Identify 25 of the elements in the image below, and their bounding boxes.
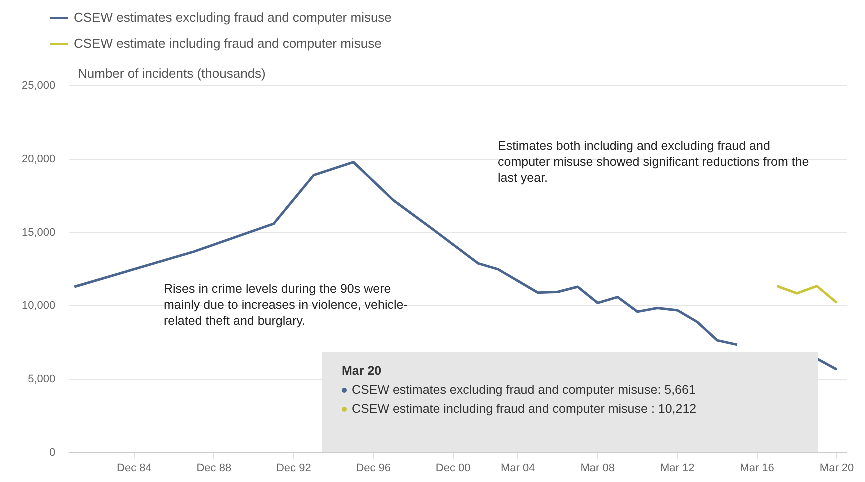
x-tick-label: Mar 08 <box>580 462 615 474</box>
tooltip-box: Mar 20 CSEW estimates excluding fraud and computer misuse: 5,661 CSEW estimate including fraud and computer misuse : 10,212 <box>322 352 818 452</box>
annotation: Rises in crime levels during the 90s were mainly due to increases in violence, vehicle-related theft and burglary. <box>164 281 409 329</box>
legend-label: CSEW estimate including fraud and computer misuse <box>74 36 382 51</box>
y-tick-label: 5,000 <box>28 373 56 386</box>
y-axis-title: Number of incidents (thousands) <box>78 66 266 81</box>
x-tick-label: Dec 88 <box>196 462 232 474</box>
annotation: CSEW estimate including fraud and computer misuse : 10,212 <box>351 401 698 418</box>
legend-label: CSEW estimates excluding fraud and computer misuse <box>74 10 392 25</box>
annotation: CSEW estimates excluding fraud and computer misuse: 5,661 <box>351 382 697 399</box>
y-tick-label: 10,000 <box>22 300 56 312</box>
x-tick-label: Mar 20 <box>820 462 854 474</box>
x-tick-label: Mar 04 <box>500 462 536 474</box>
x-tick-label: Dec 00 <box>436 462 471 474</box>
annotation: Mar 20 <box>342 363 383 380</box>
y-tick-label: 20,000 <box>22 153 56 166</box>
x-tick-label: Dec 84 <box>116 462 152 474</box>
annotation: Estimates both including and excluding fraud and computer misuse showed significant reductions from the last year. <box>498 138 810 186</box>
x-tick-label: Mar 12 <box>660 462 695 474</box>
x-tick-label: Mar 16 <box>740 462 774 474</box>
x-tick-label: Dec 92 <box>276 462 312 474</box>
y-tick-label: 15,000 <box>22 226 56 239</box>
x-tick-label: Dec 96 <box>356 462 392 474</box>
y-tick-label: 25,000 <box>22 80 56 92</box>
y-tick-label: 0 <box>50 446 56 459</box>
